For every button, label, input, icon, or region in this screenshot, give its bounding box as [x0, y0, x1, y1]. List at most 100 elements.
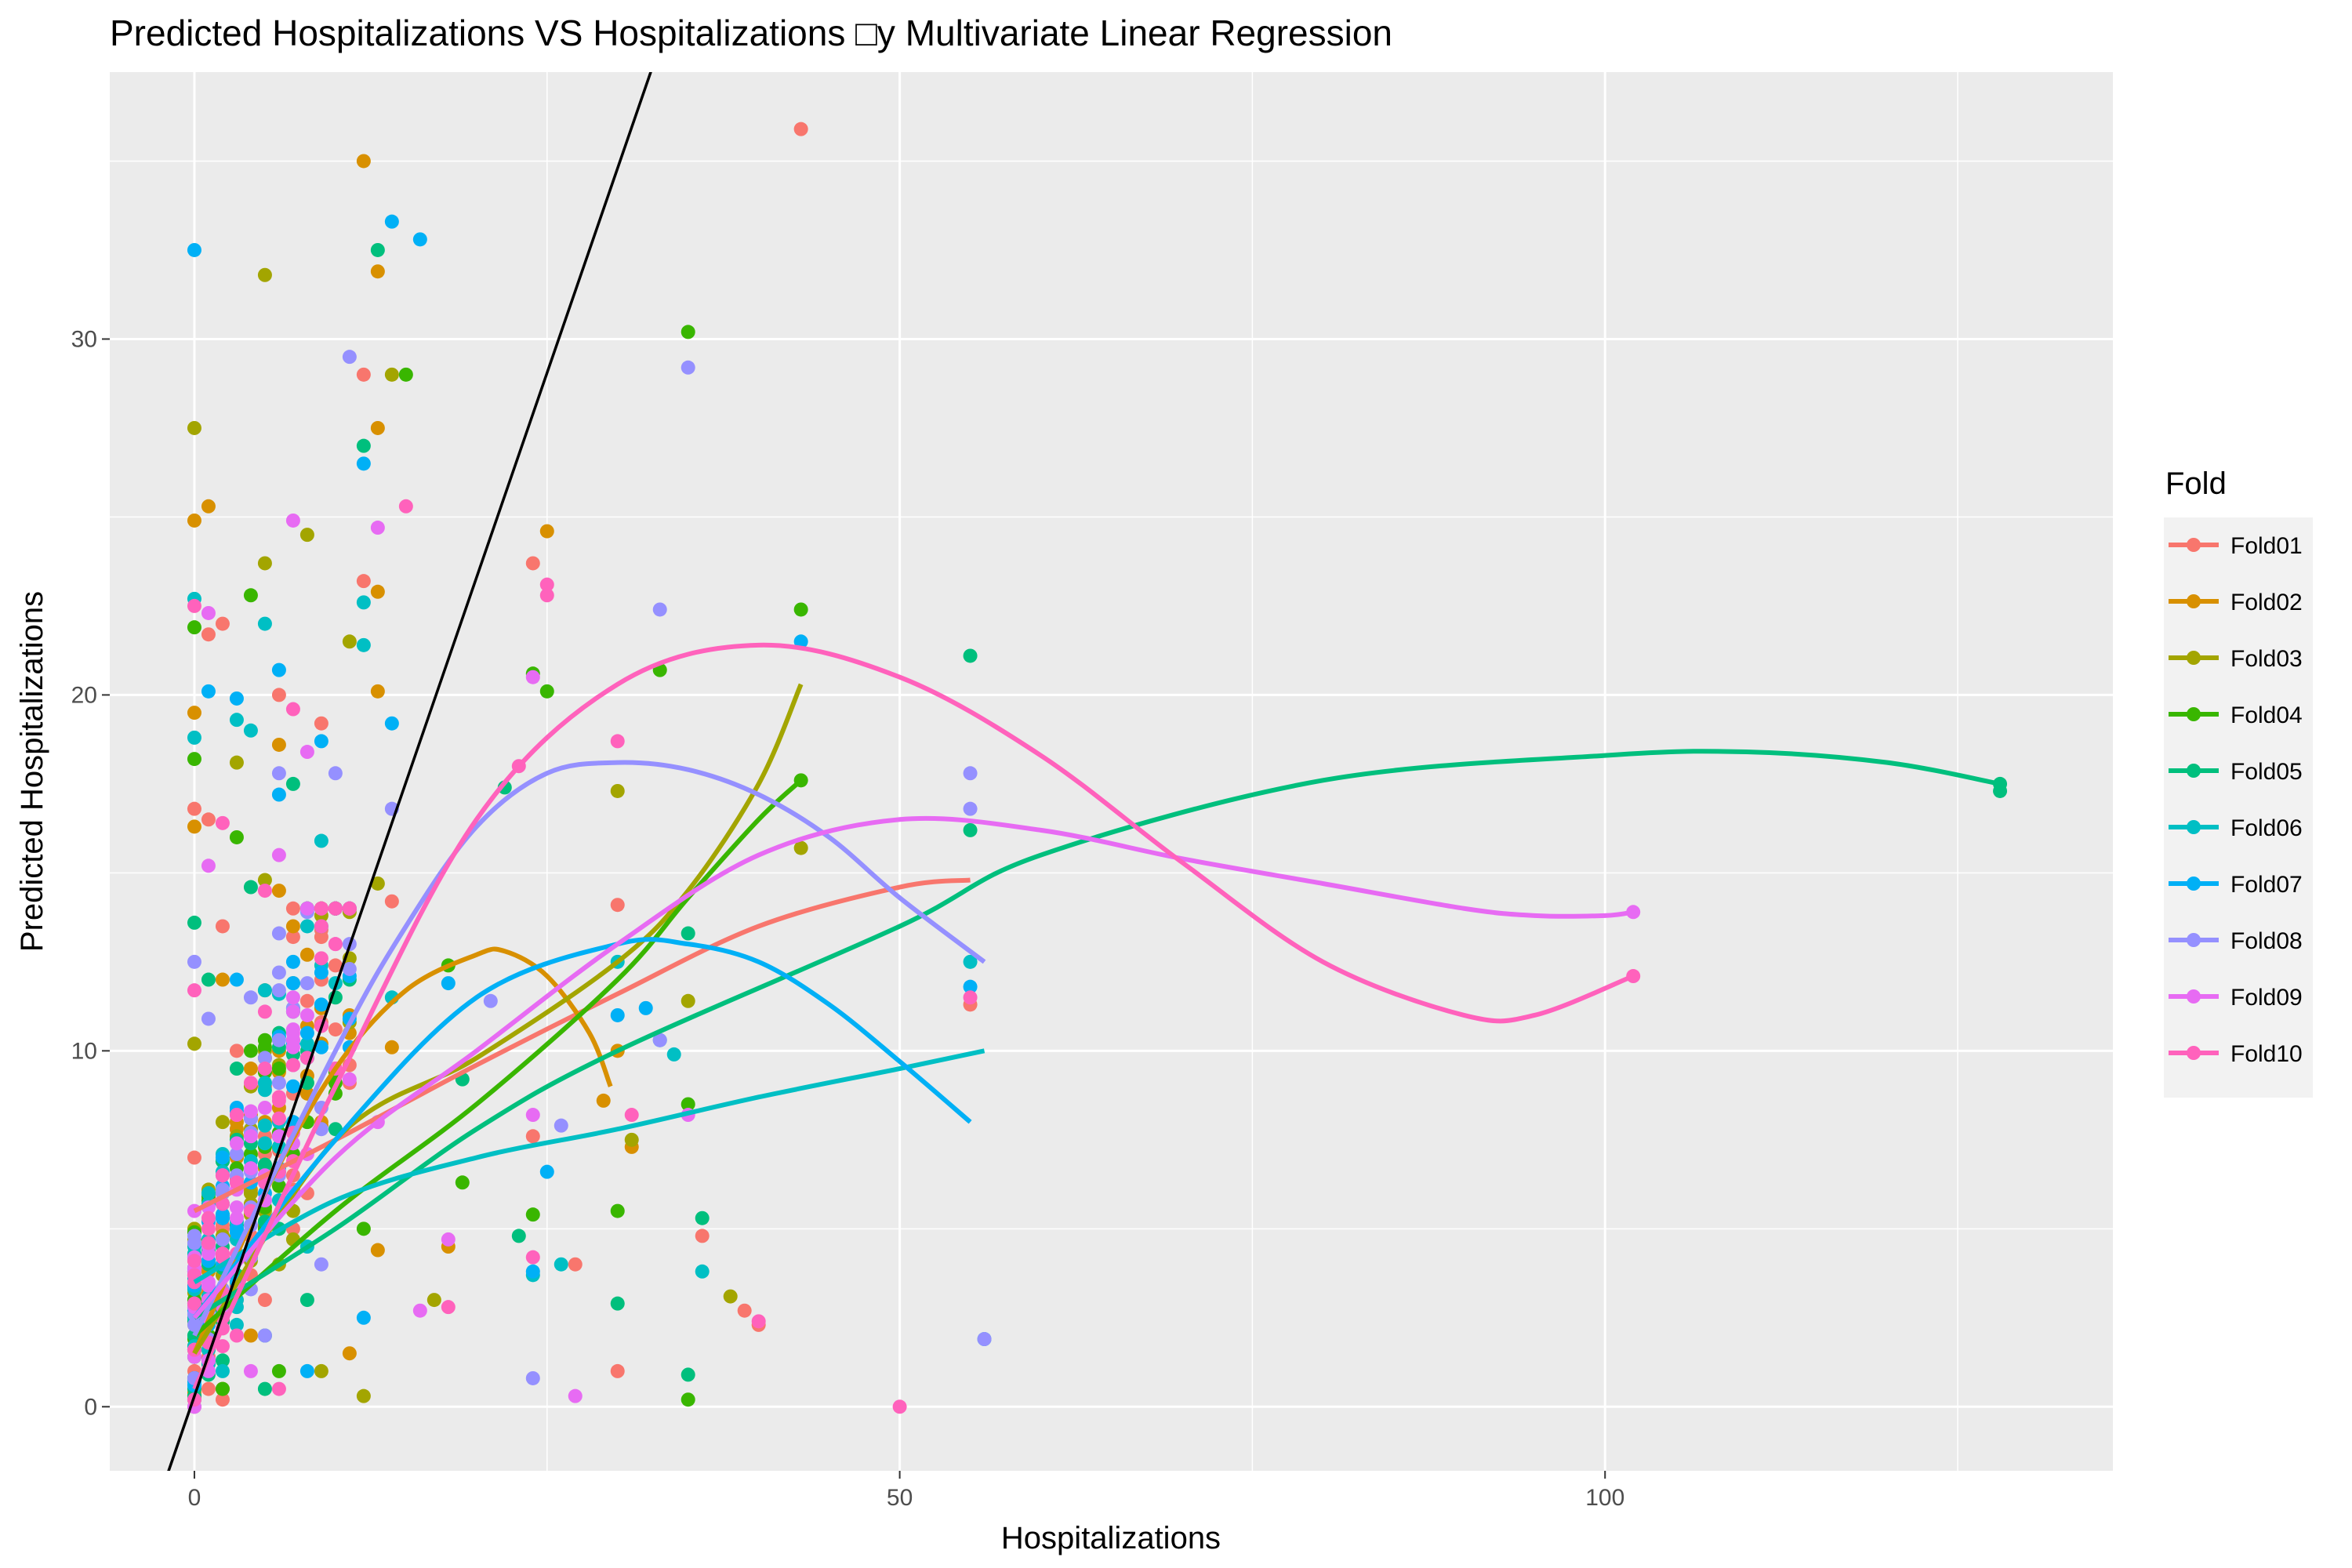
scatter-point-fold05	[511, 1229, 526, 1243]
legend: Fold01 Fold02 Fold03 Fold04 Fold05 Fold06 Fold…	[2164, 517, 2313, 1098]
scatter-point-fold06	[201, 1185, 216, 1200]
scatter-point-fold01	[793, 122, 808, 136]
reference-line-layer	[167, 72, 652, 1471]
scatter-point-fold07	[610, 1007, 625, 1022]
scatter-point-fold10	[215, 815, 230, 830]
scatter-point-fold09	[285, 513, 300, 528]
scatter-point-fold06	[314, 833, 328, 848]
scatter-point-fold07	[229, 1225, 244, 1240]
scatter-point-fold07	[314, 965, 328, 980]
scatter-point-fold03	[426, 1293, 441, 1308]
scatter-point-fold01	[328, 1022, 343, 1037]
scatter-point-fold09	[412, 1303, 427, 1318]
scatter-point-fold07	[356, 1310, 371, 1325]
scatter-point-fold10	[441, 1300, 456, 1315]
scatter-point-fold07	[201, 684, 216, 699]
scatter-point-fold01	[525, 556, 540, 571]
scatter-point-fold10	[271, 1093, 286, 1108]
scatter-point-fold09	[229, 1210, 244, 1225]
legend-key-point	[2187, 989, 2201, 1004]
scatter-point-fold08	[215, 1232, 230, 1247]
scatter-point-fold03	[257, 267, 272, 282]
scatter-point-fold10	[257, 1062, 272, 1076]
scatter-point-fold09	[201, 1278, 216, 1293]
scatter-point-fold10	[314, 919, 328, 934]
scatter-point-fold07	[793, 634, 808, 649]
scatter-point-fold10	[751, 1314, 766, 1329]
scatter-point-fold03	[314, 1363, 328, 1378]
scatter-point-fold09	[243, 1161, 258, 1176]
scatter-point-fold05	[187, 915, 201, 930]
scatter-point-fold02	[271, 884, 286, 898]
scatter-point-fold03	[610, 783, 625, 798]
scatter-point-fold09	[568, 1388, 583, 1403]
scatter-point-fold02	[243, 1062, 258, 1076]
scatter-point-fold07	[963, 979, 978, 994]
scatter-point-fold02	[370, 1243, 385, 1258]
scatter-point-fold08	[271, 965, 286, 980]
scatter-point-fold09	[201, 1247, 216, 1261]
scatter-point-fold04	[398, 367, 413, 382]
scatter-point-fold05	[963, 648, 978, 663]
x-axis-ticks: 0 50 100	[188, 1471, 1624, 1511]
scatter-point-fold08	[342, 350, 357, 365]
legend-key-point	[2187, 933, 2201, 947]
scatter-point-fold04	[243, 1044, 258, 1058]
legend-label-fold08: Fold08	[2230, 928, 2303, 954]
scatter-point-fold01	[328, 958, 343, 973]
y-tick-label: 30	[71, 326, 97, 352]
scatter-point-fold09	[299, 901, 314, 916]
scatter-point-fold07	[215, 1210, 230, 1225]
scatter-point-fold05	[201, 972, 216, 987]
scatter-point-fold04	[681, 1097, 695, 1112]
scatter-point-fold10	[892, 1399, 907, 1414]
scatter-point-fold05	[610, 1296, 625, 1311]
scatter-point-fold04	[455, 1175, 470, 1190]
scatter-point-fold05	[257, 1157, 272, 1172]
scatter-point-fold02	[356, 154, 371, 169]
scatter-point-fold10	[215, 1168, 230, 1183]
scatter-point-fold08	[328, 766, 343, 781]
scatter-point-fold10	[539, 577, 554, 592]
scatter-point-fold07	[271, 787, 286, 802]
legend-title: Fold	[2165, 466, 2227, 501]
scatter-point-fold07	[285, 976, 300, 991]
scatter-point-fold07	[314, 734, 328, 749]
scatter-point-fold10	[201, 1210, 216, 1225]
scatter-point-fold07	[229, 972, 244, 987]
scatter-point-fold03	[356, 1388, 371, 1403]
scatter-point-fold05	[215, 1353, 230, 1368]
scatter-point-fold06	[229, 713, 244, 728]
x-tick-label: 100	[1585, 1485, 1624, 1511]
scatter-point-fold09	[243, 1104, 258, 1119]
scatter-point-fold03	[243, 1185, 258, 1200]
legend-label-fold03: Fold03	[2230, 646, 2303, 672]
points-layer	[187, 122, 2008, 1414]
scatter-point-fold01	[285, 930, 300, 945]
scatter-point-fold01	[215, 616, 230, 631]
scatter-point-fold03	[370, 876, 385, 891]
scatter-point-fold07	[441, 976, 456, 991]
legend-key-point	[2187, 594, 2201, 608]
smooth-curve-fold04	[192, 779, 803, 1338]
scatter-point-fold10	[201, 1221, 216, 1236]
scatter-point-fold06	[356, 637, 371, 652]
scatter-point-fold09	[441, 1232, 456, 1247]
scatter-point-fold01	[695, 1229, 710, 1243]
scatter-point-fold09	[229, 1200, 244, 1215]
scatter-point-fold08	[257, 1328, 272, 1343]
scatter-point-fold08	[652, 602, 667, 617]
scatter-point-fold01	[314, 716, 328, 731]
scatter-point-fold07	[384, 214, 399, 229]
scatter-point-fold03	[342, 634, 357, 649]
scatter-point-fold09	[243, 1363, 258, 1378]
scatter-point-fold05	[370, 242, 385, 257]
legend-label-fold09: Fold09	[2230, 985, 2303, 1011]
legend-label-fold01: Fold01	[2230, 533, 2303, 559]
scatter-point-fold10	[342, 901, 357, 916]
y-axis-title: Predicted Hospitalizations	[15, 591, 49, 952]
scatter-point-fold09	[201, 605, 216, 620]
smooth-curve-fold10	[192, 642, 1635, 1390]
scatter-point-fold04	[793, 602, 808, 617]
